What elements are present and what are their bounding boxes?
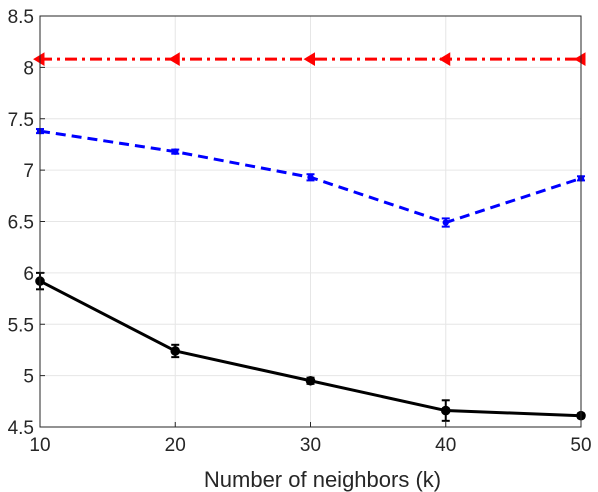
series-layer — [33, 52, 586, 422]
y-tick-label: 4.5 — [8, 418, 34, 439]
data-point — [170, 346, 181, 356]
y-tick-label: 8.5 — [8, 7, 34, 28]
y-tick-label: 7.5 — [8, 110, 34, 131]
y-tick-label: 7 — [23, 161, 34, 182]
y-tick-label: 8 — [23, 58, 34, 79]
y-tick-label: 6.5 — [8, 213, 34, 234]
data-point — [307, 174, 314, 181]
data-point — [574, 52, 586, 67]
y-tick-label: 6 — [23, 264, 34, 285]
x-tick-label: 40 — [435, 435, 456, 456]
x-tick-label: 10 — [29, 435, 50, 456]
x-tick-label: 30 — [300, 435, 321, 456]
x-tick-label: 50 — [570, 435, 591, 456]
data-point — [33, 52, 45, 67]
x-axis-label: Number of neighbors (k) — [204, 467, 441, 492]
data-point — [168, 52, 180, 67]
tick-labels: 10 20 30 40 50 4.5 5 5.5 6 6.5 7 7.5 8 8.5 — [8, 7, 592, 456]
y-tick-label: 5.5 — [8, 315, 34, 336]
series-2 — [35, 271, 586, 422]
data-point — [442, 219, 449, 226]
data-point — [305, 375, 316, 386]
data-point — [303, 52, 315, 67]
series-0 — [33, 52, 586, 67]
data-point — [438, 52, 451, 67]
x-tick-label: 20 — [165, 435, 186, 456]
y-tick-label: 5 — [23, 367, 34, 388]
data-point — [440, 405, 451, 416]
data-point — [172, 148, 179, 155]
